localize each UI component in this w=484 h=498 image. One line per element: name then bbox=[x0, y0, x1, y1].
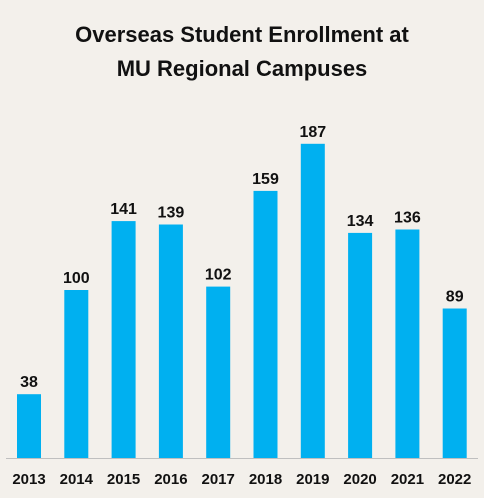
x-tick-label-2022: 2022 bbox=[438, 471, 471, 488]
bar-2017 bbox=[206, 286, 231, 458]
bar-2013 bbox=[17, 394, 41, 458]
bar-2020 bbox=[348, 232, 373, 458]
data-label-2015: 141 bbox=[110, 201, 137, 218]
data-label-2021: 136 bbox=[394, 210, 421, 227]
chart-title-line-2: MU Regional Campuses bbox=[116, 56, 368, 81]
x-tick-label-2013: 2013 bbox=[12, 471, 45, 488]
chart-title: Overseas Student Enrollment at MU Region… bbox=[0, 18, 484, 86]
x-tick-label-2015: 2015 bbox=[107, 471, 140, 488]
data-label-2019: 187 bbox=[299, 124, 326, 141]
x-tick-label-2020: 2020 bbox=[343, 471, 376, 488]
bar-2022 bbox=[442, 308, 467, 458]
data-label-2016: 139 bbox=[158, 205, 185, 222]
data-label-2022: 89 bbox=[446, 289, 464, 306]
data-label-2017: 102 bbox=[205, 267, 232, 284]
bar-2018 bbox=[253, 190, 278, 458]
x-tick-label-2018: 2018 bbox=[249, 471, 282, 488]
x-tick-label-2021: 2021 bbox=[391, 471, 424, 488]
bar-2021 bbox=[395, 229, 420, 458]
bar-2014 bbox=[64, 290, 89, 458]
bar-2019 bbox=[300, 143, 325, 459]
x-tick-label-2019: 2019 bbox=[296, 471, 329, 488]
data-label-2018: 159 bbox=[252, 171, 279, 188]
bar-2016 bbox=[158, 224, 183, 458]
data-label-2020: 134 bbox=[347, 213, 374, 230]
data-label-2013: 38 bbox=[20, 374, 38, 391]
bar-2015 bbox=[111, 221, 136, 458]
chart-title-line-1: Overseas Student Enrollment at bbox=[75, 22, 409, 47]
x-tick-label-2014: 2014 bbox=[60, 471, 94, 488]
data-label-2014: 100 bbox=[63, 270, 90, 287]
x-tick-label-2017: 2017 bbox=[202, 471, 235, 488]
x-tick-label-2016: 2016 bbox=[154, 471, 187, 488]
